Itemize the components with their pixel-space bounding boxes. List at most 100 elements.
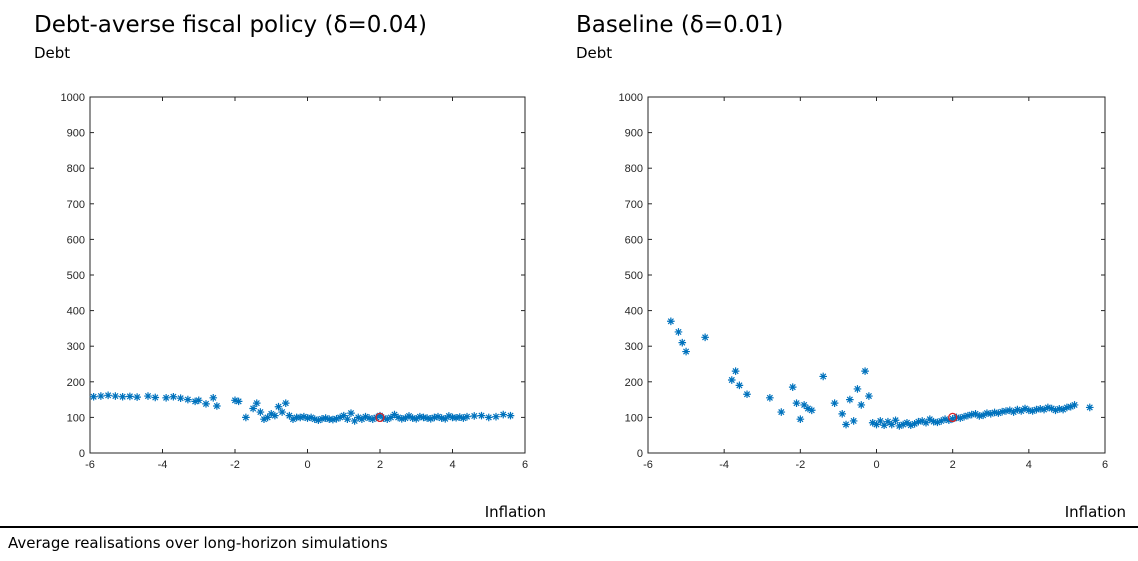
chart-2-ytick-label: 600 [625,234,643,246]
chart-2-point [983,409,991,417]
chart-2-point [819,372,827,381]
chart-1-point [169,392,178,401]
footer-note: Average realisations over long-horizon s… [8,534,388,552]
chart-1-point [97,392,105,400]
chart-2-point [899,420,907,429]
chart-2-point [1025,406,1033,415]
chart-2-point [853,385,862,393]
chart-1-point [263,413,272,422]
chart-1-point [506,411,515,420]
chart-2-point [872,420,881,429]
chart-1-point [445,412,453,420]
chart-1-point [459,414,468,422]
chart-2-point [884,417,892,426]
chart-1-point [191,397,199,406]
chart-2-point [842,420,850,429]
chart-2-ytick-label: 900 [625,128,643,140]
chart-1-point [267,410,276,418]
chart-2-ytick-label: 0 [637,448,643,460]
chart-2-point [861,367,869,375]
chart-2-point [1009,408,1018,416]
chart-1-ytick-label: 900 [67,128,85,140]
chart-2-point [743,390,751,399]
chart-1-point [307,413,315,422]
chart-2-point [1085,403,1094,412]
chart-2-point [800,401,808,409]
chart-1-point [441,415,450,423]
chart-2-point [1005,406,1014,415]
chart-2-frame [647,96,1106,454]
chart-1-point [260,415,268,423]
chart-2-point [903,418,911,427]
chart-1-point [412,415,421,423]
chart-2-point [971,410,980,418]
chart-2-point [865,392,873,400]
chart-2-point [1051,406,1060,415]
chart-1-point [426,415,435,423]
chart-2-point [933,418,942,427]
chart-2-point [868,418,877,427]
chart-1-point [387,413,395,422]
chart-2-point [960,412,968,421]
chart-1-point [394,413,402,422]
chart-1-point [242,413,250,422]
chart-1-xlabel: Inflation [484,503,546,521]
chart-2-point [941,415,949,423]
chart-1-point [209,394,218,402]
chart-1-point [231,396,239,405]
chart-2-point [678,338,687,347]
chart-1-point [278,408,286,416]
chart-2-point [807,406,816,415]
chart-2-point [1028,407,1037,415]
chart-1-point [296,413,305,422]
chart-1-ytick-label: 300 [67,341,85,353]
chart-1-point [256,408,265,416]
chart-1-ytick-label: 400 [67,306,85,318]
chart-1-ytick-label: 700 [67,199,85,211]
chart-1-point [499,410,508,419]
chart-1-point [365,414,373,422]
chart-2-ytick-label: 400 [625,306,643,318]
chart-1-point [463,412,471,421]
chart-2-point [857,401,866,409]
chart-1-point [423,414,431,422]
chart-2-point [830,399,839,407]
chart-1-ytick-label: 600 [67,234,85,246]
chart-1-target-marker [375,412,385,423]
chart-2-point [1059,405,1067,414]
chart-1-ytick-label: 0 [79,448,85,460]
chart-1-point [176,394,185,402]
chart-2-point [792,399,801,407]
chart-2-target-marker [948,412,958,423]
chart-1-point [151,393,160,402]
chart-1-point [213,402,221,410]
chart-1-point [144,392,152,400]
chart-2-point [1070,401,1079,409]
chart-2-ytick-label: 1000 [619,92,643,104]
chart-2-point [1055,405,1064,413]
divider-rule [0,526,1138,528]
chart-1-point [477,411,486,420]
chart-1-point [252,399,261,407]
chart-1-point [350,417,359,425]
chart-1-point [455,413,464,421]
chart-2-point [1066,402,1075,411]
chart-2-ytick-label: 300 [625,341,643,353]
chart-2-point [975,412,984,420]
chart-1-point [390,410,399,419]
chart-1-point [492,412,500,421]
chart-1-point [361,412,370,421]
chart-1-point [184,395,192,404]
chart-1-title: Debt-averse fiscal policy (δ=0.04) [34,12,427,38]
chart-2-ytick-label: 200 [625,377,643,389]
chart-2-point [846,395,854,404]
chart-1-ytick-label: 500 [67,270,85,282]
chart-2-ytick-label: 100 [625,412,643,424]
chart-2-ytick-label: 500 [625,270,643,282]
chart-1-ytick-label: 800 [67,163,85,175]
chart-2-point [1021,404,1029,413]
chart-1-point [321,414,330,422]
chart-1-point [202,400,210,408]
chart-2-xtick-label: 2 [950,459,956,471]
